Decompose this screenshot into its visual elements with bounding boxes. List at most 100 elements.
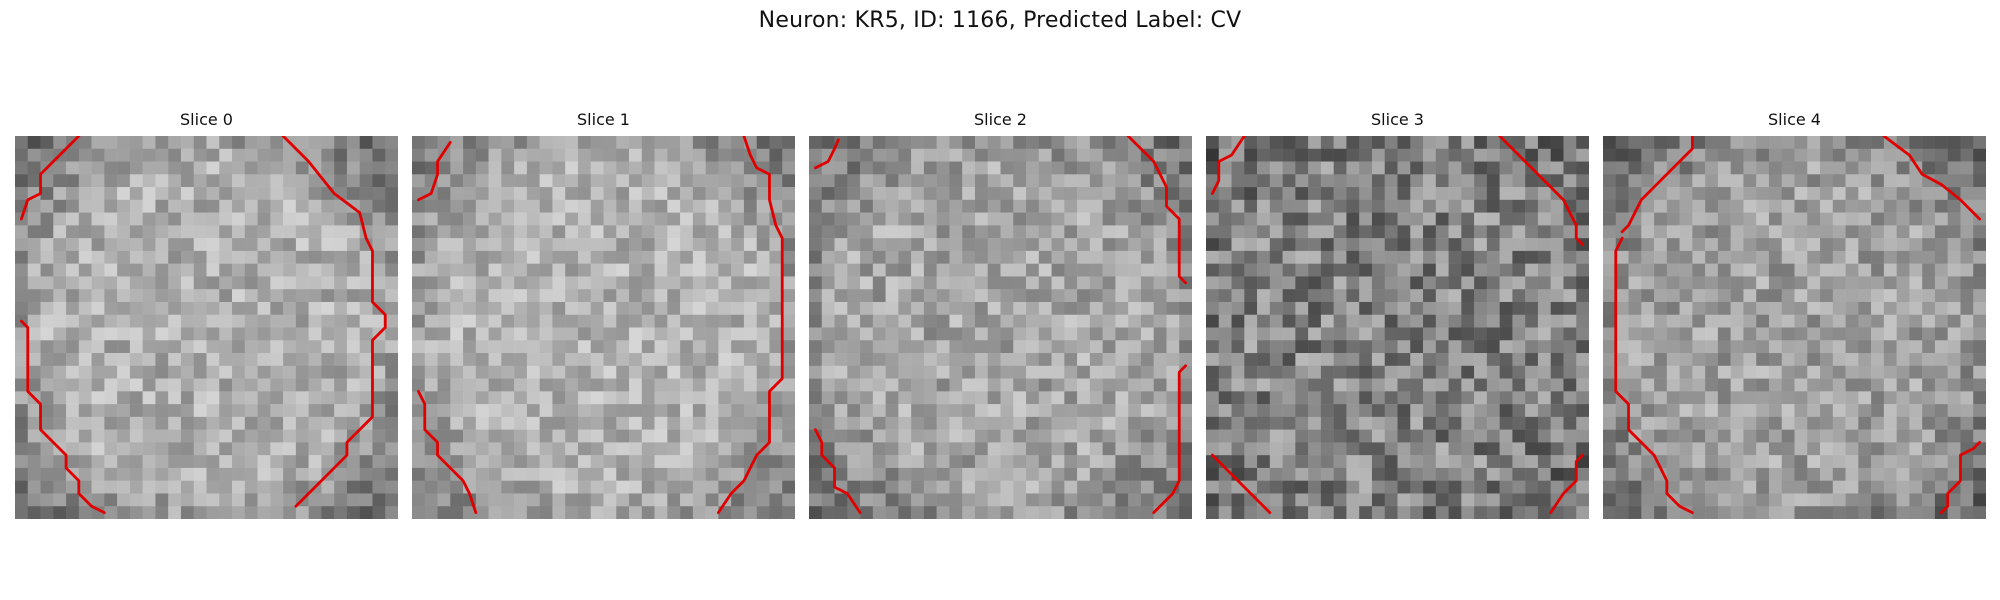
pixel (1308, 442, 1322, 456)
pixel (1257, 225, 1271, 239)
pixel (1282, 174, 1296, 188)
pixel (577, 378, 591, 392)
pixel (667, 416, 681, 430)
pixel (1717, 276, 1731, 290)
pixel (1206, 365, 1220, 379)
pixel (1282, 353, 1296, 367)
pixel (1423, 455, 1437, 469)
pixel (1179, 506, 1192, 519)
pixel (1896, 493, 1910, 507)
pixel (552, 276, 566, 290)
pixel (1435, 442, 1449, 456)
pixel (1423, 148, 1437, 162)
pixel (142, 301, 156, 315)
pixel (1269, 353, 1283, 367)
pixel (1820, 327, 1834, 341)
pixel (372, 353, 386, 367)
pixel (756, 353, 770, 367)
pixel (206, 289, 220, 303)
pixel (1166, 365, 1180, 379)
pixel (885, 391, 899, 405)
pixel (1320, 314, 1334, 328)
pixel (1448, 455, 1462, 469)
pixel (987, 161, 1001, 175)
pixel (692, 327, 706, 341)
pixel (629, 327, 643, 341)
pixel (27, 289, 41, 303)
pixel (346, 238, 360, 252)
pixel (1295, 378, 1309, 392)
pixel (270, 353, 284, 367)
pixel (949, 136, 963, 150)
pixel (359, 378, 373, 392)
pixel (91, 263, 105, 277)
pixel (1013, 199, 1027, 213)
pixel (603, 442, 617, 456)
pixel (1423, 289, 1437, 303)
pixel (731, 136, 745, 150)
pixel (1333, 429, 1347, 443)
pixel (1089, 136, 1103, 150)
pixel (987, 416, 1001, 430)
pixel (949, 391, 963, 405)
pixel (1960, 404, 1974, 418)
pixel (847, 212, 861, 226)
pixel (577, 442, 591, 456)
pixel (1934, 301, 1948, 315)
pixel (155, 455, 169, 469)
pixel (526, 250, 540, 264)
pixel (488, 442, 502, 456)
pixel (1461, 416, 1475, 430)
pixel (987, 314, 1001, 328)
pixel (1909, 416, 1923, 430)
pixel (1308, 212, 1322, 226)
pixel (283, 442, 297, 456)
pixel (552, 238, 566, 252)
pixel (501, 250, 515, 264)
pixel (1000, 416, 1014, 430)
pixel (1525, 391, 1539, 405)
pixel (1295, 161, 1309, 175)
pixel (1845, 467, 1859, 481)
pixel (66, 238, 80, 252)
pixel (1166, 404, 1180, 418)
pixel (974, 212, 988, 226)
pixel (206, 314, 220, 328)
pixel (1730, 493, 1744, 507)
pixel (1871, 136, 1885, 150)
pixel (1295, 327, 1309, 341)
pixel (463, 301, 477, 315)
pixel (475, 404, 489, 418)
pixel (1563, 416, 1577, 430)
pixel (1000, 212, 1014, 226)
pixel (91, 199, 105, 213)
pixel (1768, 365, 1782, 379)
pixel (1666, 174, 1680, 188)
pixel (1717, 378, 1731, 392)
pixel (1896, 276, 1910, 290)
slice-panel-1: Slice 1 (412, 110, 795, 519)
pixel (104, 238, 118, 252)
pixel (1730, 340, 1744, 354)
pixel (1282, 429, 1296, 443)
pixel (1730, 225, 1744, 239)
pixel (1320, 187, 1334, 201)
pixel (270, 416, 284, 430)
pixel (66, 199, 80, 213)
pixel (219, 493, 233, 507)
pixel (385, 391, 398, 405)
pixel (860, 340, 874, 354)
pixel (27, 493, 41, 507)
pixel (1384, 442, 1398, 456)
pixel (1333, 276, 1347, 290)
pixel (283, 429, 297, 443)
pixel (1077, 455, 1091, 469)
pixel (1883, 365, 1897, 379)
pixel (437, 378, 451, 392)
pixel (603, 327, 617, 341)
pixel (1013, 148, 1027, 162)
pixel (372, 238, 386, 252)
pixel (206, 416, 220, 430)
pixel (1102, 429, 1116, 443)
pixel (1448, 480, 1462, 494)
